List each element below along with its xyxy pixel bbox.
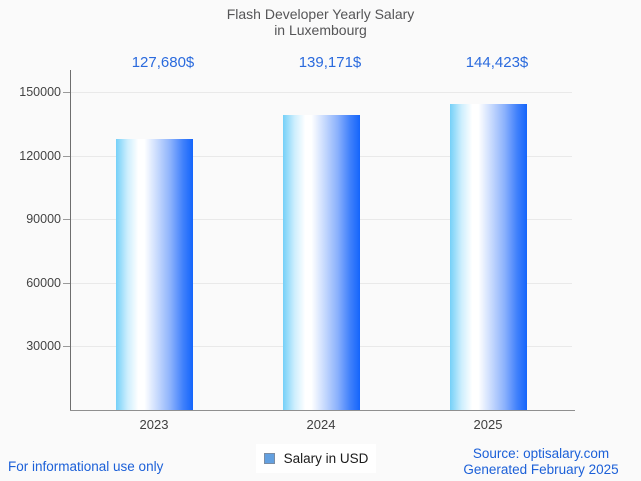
source-block: Source: optisalary.com Generated Februar… xyxy=(441,446,641,478)
value-label-2023: 127,680$ xyxy=(131,54,195,71)
y-tick-mark xyxy=(63,155,70,157)
legend-swatch-icon xyxy=(263,453,275,464)
bar-2023[interactable] xyxy=(115,139,193,410)
gridline-150000 xyxy=(71,92,572,93)
chart-title: Flash Developer Yearly Salary in Luxembo… xyxy=(0,6,641,38)
generated-date: Generated February 2025 xyxy=(463,462,619,477)
y-axis-line xyxy=(70,70,71,411)
x-axis-label-2025: 2025 xyxy=(473,417,503,432)
y-tick-mark xyxy=(63,282,70,284)
y-axis-label: 30000 xyxy=(26,339,61,354)
source-link[interactable]: Source: optisalary.com xyxy=(472,446,610,461)
x-axis-line xyxy=(70,410,575,411)
y-tick-mark xyxy=(63,346,70,348)
value-label-2025: 144,423$ xyxy=(465,54,529,71)
bar-2025[interactable] xyxy=(449,103,527,410)
legend[interactable]: Salary in USD xyxy=(256,444,376,473)
bar-2024[interactable] xyxy=(282,114,360,410)
x-axis-label-2023: 2023 xyxy=(139,417,169,432)
x-axis-label-2024: 2024 xyxy=(306,417,336,432)
y-tick-mark xyxy=(63,219,70,221)
y-axis-label: 120000 xyxy=(19,148,61,163)
y-axis-label: 90000 xyxy=(26,212,61,227)
chart-title-line2: in Luxembourg xyxy=(274,22,367,38)
disclaimer-text: For informational use only xyxy=(8,459,164,474)
y-axis-label: 60000 xyxy=(26,275,61,290)
chart-title-line1: Flash Developer Yearly Salary xyxy=(226,6,415,22)
y-tick-mark xyxy=(63,92,70,93)
y-axis-label: 150000 xyxy=(19,85,61,99)
legend-label: Salary in USD xyxy=(283,451,369,466)
value-label-2024: 139,171$ xyxy=(298,54,362,71)
